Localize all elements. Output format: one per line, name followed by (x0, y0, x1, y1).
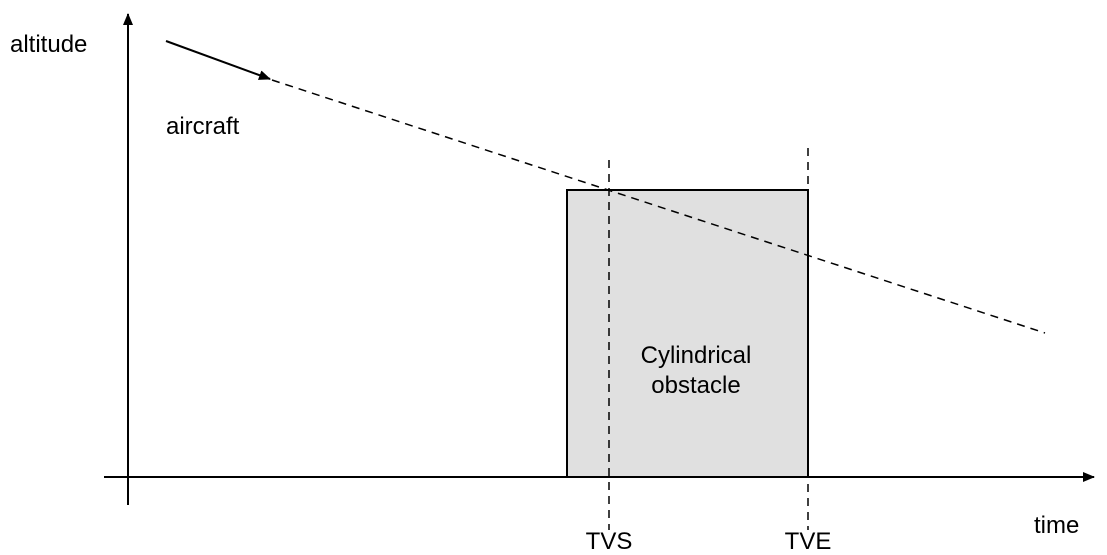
trajectory (271, 79, 1046, 334)
aircraft-arrow (165, 40, 271, 80)
obstacle-label: obstacle (651, 372, 740, 399)
tvs-label: TVS (586, 528, 633, 555)
y-label: altitude (10, 31, 87, 58)
obstacle-label: Cylindrical (641, 342, 752, 369)
tve-label: TVE (785, 528, 832, 555)
obstacle-box (566, 189, 809, 478)
aircraft-label: aircraft (166, 113, 240, 140)
x-label: time (1034, 512, 1079, 539)
